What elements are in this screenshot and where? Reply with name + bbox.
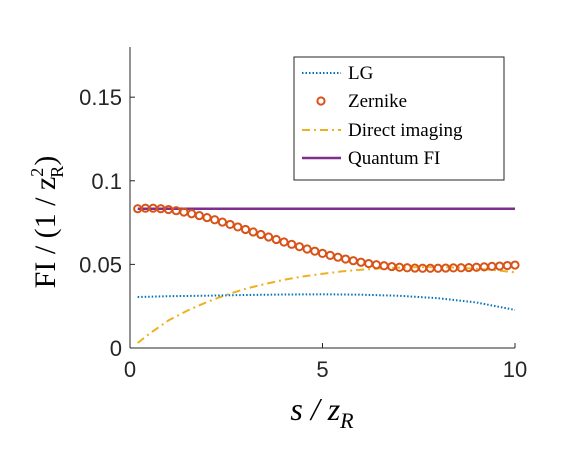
series-zernike-point: [233, 222, 243, 232]
series-zernike-point: [364, 258, 374, 269]
series-zernike-point: [433, 263, 443, 273]
y-tick-label: 0.05: [79, 252, 122, 277]
x-axis-label-main: s / z: [290, 391, 340, 427]
series-zernike-point: [387, 261, 397, 272]
series-zernike-point: [302, 244, 312, 254]
series-zernike-point: [225, 219, 235, 230]
y-axis-label-sub: R: [47, 166, 67, 178]
series-zernike-point: [287, 239, 297, 249]
series-zernike-point: [202, 212, 212, 223]
series-zernike-point: [425, 263, 435, 273]
legend-box: [293, 56, 505, 181]
series-zernike-point: [495, 261, 505, 271]
y-tick-label: 0.1: [91, 169, 122, 194]
series-zernike-point: [271, 234, 281, 245]
series-zernike-point: [264, 232, 274, 242]
series-zernike-point: [341, 254, 351, 264]
y-tick-label: 0.15: [79, 85, 122, 110]
legend: LG Zernike Direct imaging Quantum FI: [293, 56, 505, 181]
series-zernike-point: [210, 215, 220, 225]
y-axis-label-close: ): [29, 156, 62, 166]
x-axis-label: s / zR: [290, 391, 354, 433]
series-zernike-point: [348, 256, 358, 266]
series-zernike-point: [502, 260, 512, 271]
x-tick-label: 10: [503, 357, 527, 382]
y-tick-label: 0: [110, 336, 122, 361]
series-zernike-point: [248, 227, 258, 237]
y-axis-label: FI / (1 / z2R): [27, 156, 67, 289]
series-zernike-point: [187, 209, 197, 219]
legend-lg-label: LG: [348, 63, 374, 84]
series-zernike-point: [418, 263, 428, 273]
legend-zernike-label: Zernike: [348, 91, 407, 112]
series-zernike-point: [356, 257, 366, 267]
series-zernike-point: [294, 242, 304, 252]
legend-direct-imaging-label: Direct imaging: [348, 120, 463, 141]
series-lg-line: [137, 293, 516, 311]
series-zernike-point: [371, 260, 381, 270]
legend-zernike-marker: [316, 96, 326, 106]
y-axis-label-sup: 2: [27, 168, 47, 177]
x-axis-label-sub: R: [339, 408, 354, 433]
series-zernike-point: [487, 261, 497, 271]
series-zernike-point: [256, 229, 266, 240]
tick-labels: 0 5 10 0 0.05 0.1 0.15: [79, 85, 527, 382]
series-zernike-point: [471, 262, 482, 272]
x-tick-label: 5: [316, 357, 328, 382]
series-zernike-point: [333, 252, 343, 262]
series-zernike-point: [194, 210, 204, 221]
series-zernike-point: [510, 260, 520, 270]
series-zernike-point: [217, 217, 227, 227]
series-zernike-point: [279, 237, 289, 247]
series-zernike-point: [240, 224, 251, 235]
plot-area: [133, 203, 520, 344]
series-zernike-point: [379, 261, 389, 271]
series-direct-imaging-line: [137, 266, 516, 344]
x-tick-label: 0: [124, 357, 136, 382]
series-zernike-point: [317, 248, 328, 258]
series-zernike-point: [310, 246, 320, 256]
y-axis-label-main: FI / (1 / z: [29, 177, 62, 289]
series-zernike-point: [325, 250, 335, 260]
axes: [129, 47, 516, 349]
legend-quantum-fi-label: Quantum FI: [348, 148, 440, 169]
